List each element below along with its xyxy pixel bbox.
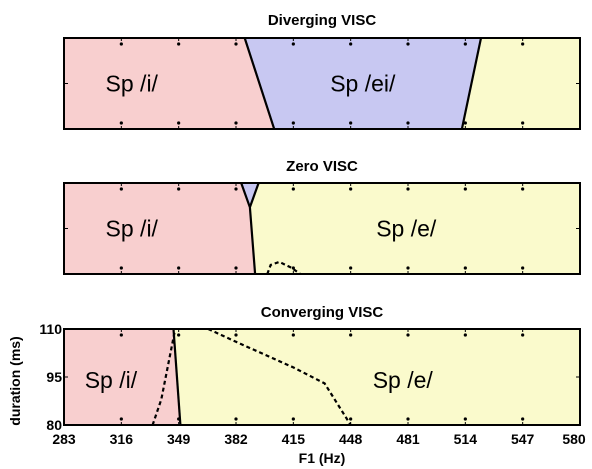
region-i [64,38,275,129]
grid-dot [234,187,238,191]
region-label: Sp /i/ [106,71,159,97]
panels-group: Diverging VISC Sp /i/Sp /ei/Zero VISC Sp /… [39,12,581,433]
region-i [64,329,181,425]
grid-dot [291,333,295,337]
grid-dot [234,417,238,421]
boundary-line [243,37,276,130]
panel-2: Zero VISC Sp /i/Sp /e/ [63,158,581,275]
x-tick-label: 349 [167,431,191,447]
grid-dot [291,42,295,46]
region-ei [244,38,481,129]
grid-dot [349,266,353,270]
region-label: Sp /e/ [373,367,434,393]
grid-dot [349,42,353,46]
region-e [249,183,580,274]
grid-dot [406,121,410,125]
region-i [64,183,256,274]
grid-dot [349,121,353,125]
grid-dot [119,266,123,270]
panel-frame [63,182,581,275]
grid-dot [234,266,238,270]
x-axis-title: F1 (Hz) [299,450,346,466]
panel-3: Converging VISC Sp /i/Sp /e/80 95 110 [39,304,581,433]
grid-dot [177,42,181,46]
grid-dot [463,417,467,421]
grid-dot [177,417,181,421]
y-axis-title: duration (ms) [7,336,23,425]
grid-dot [119,333,123,337]
y-tick-label: 95 [46,369,62,385]
grid-dot [119,417,123,421]
region-label: Sp /i/ [85,367,138,393]
grid-dot [521,121,525,125]
grid-dot [234,42,238,46]
panel-title: Zero VISC [286,158,358,175]
grid-dot [521,333,525,337]
grid-dot [521,42,525,46]
grid-dot [463,266,467,270]
region-e [461,38,580,129]
grid-dot [406,187,410,191]
x-tick-labels: 283 316 349 382 415 448 481 514 547 580 [52,431,586,447]
x-tick-label: 283 [52,431,76,447]
panel-frame [63,328,581,426]
region-ei [241,183,259,208]
grid-dot [463,187,467,191]
panel-1: Diverging VISC Sp /i/Sp /ei/ [63,12,581,130]
grid-dot [234,333,238,337]
x-tick-label: 547 [511,431,535,447]
x-tick-label: 415 [282,431,306,447]
grid-dot [291,121,295,125]
x-tick-label: 382 [224,431,248,447]
x-tick-label: 448 [339,431,363,447]
y-tick-label: 110 [39,321,62,337]
grid-dot [291,266,295,270]
grid-dot [463,333,467,337]
y-tick-label: 80 [46,417,62,433]
dashed-line [266,260,301,275]
boundary-line [460,37,483,130]
grid-dot [234,121,238,125]
grid-dot [406,417,410,421]
grid-dot [177,266,181,270]
panel-frame [63,37,581,130]
region-label: Sp /i/ [106,216,159,242]
grid-dot [463,121,467,125]
grid-dot [119,42,123,46]
grid-dot [177,121,181,125]
region-label: Sp /e/ [376,216,437,242]
grid-dot [119,187,123,191]
grid-dot [291,187,295,191]
grid-dot [521,417,525,421]
grid-dot [463,42,467,46]
x-tick-label: 316 [110,431,134,447]
x-tick-label: 481 [396,431,420,447]
grid-dot [119,121,123,125]
grid-dot [349,417,353,421]
grid-dot [349,333,353,337]
boundary-line [248,182,260,208]
dashed-line [207,328,352,426]
panel-title: Diverging VISC [268,12,377,29]
x-tick-label: 580 [562,431,586,447]
region-label: Sp /ei/ [330,71,396,97]
grid-dot [177,333,181,337]
grid-dot [406,266,410,270]
x-tick-label: 514 [454,431,478,447]
grid-dot [291,417,295,421]
grid-dot [521,266,525,270]
dashed-line [151,328,177,426]
grid-dot [406,333,410,337]
grid-dot [349,187,353,191]
panel-title: Converging VISC [261,304,384,321]
grid-dot [521,187,525,191]
grid-dot [177,187,181,191]
boundary-line [172,328,182,426]
region-e [173,329,580,425]
grid-dot [406,42,410,46]
